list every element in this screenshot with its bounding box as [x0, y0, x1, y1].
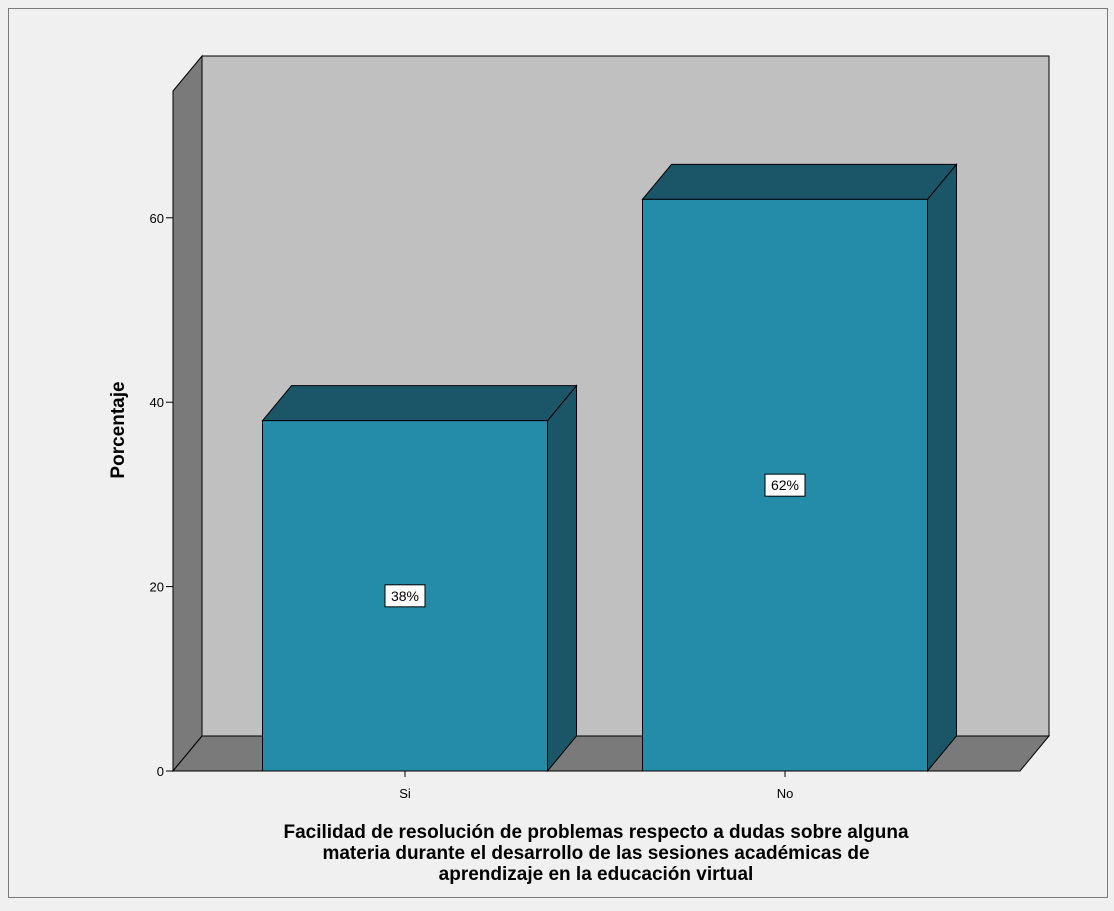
y-axis-title: Porcentaje — [108, 381, 129, 478]
x-axis-title-line: materia durante el desarrollo de las ses… — [322, 843, 869, 864]
bar-top — [641, 163, 958, 200]
x-tick-label: No — [777, 786, 794, 801]
bar-chart: 0 20 40 60 Si 38% No 62% Porcentaje Facilidad de … — [108, 54, 1051, 885]
y-tick-label: 20 — [150, 580, 164, 595]
bar-side — [927, 162, 957, 773]
data-label-box — [384, 584, 426, 608]
left-wall — [172, 54, 203, 773]
chart-frame: 0 20 40 60 Si 38% No 62% Porcentaje Facilidad de … — [8, 8, 1108, 898]
y-tick-label: 40 — [150, 395, 164, 410]
x-tick-label: Si — [399, 786, 411, 801]
y-tick-label: 0 — [157, 764, 164, 779]
data-label: 62% — [771, 477, 799, 493]
data-label: 38% — [391, 588, 419, 604]
x-axis-title-line: Facilidad de resolución de problemas res… — [283, 822, 908, 843]
data-label-box — [764, 473, 806, 497]
y-tick-label: 60 — [150, 211, 164, 226]
bar-side — [547, 384, 577, 773]
x-axis-title-line: aprendizaje en la educación virtual — [439, 864, 754, 885]
plot-group: 0 20 40 60 Si 38% No 62% Porcentaje Facilidad de … — [108, 54, 1051, 885]
bar-top — [261, 385, 578, 422]
